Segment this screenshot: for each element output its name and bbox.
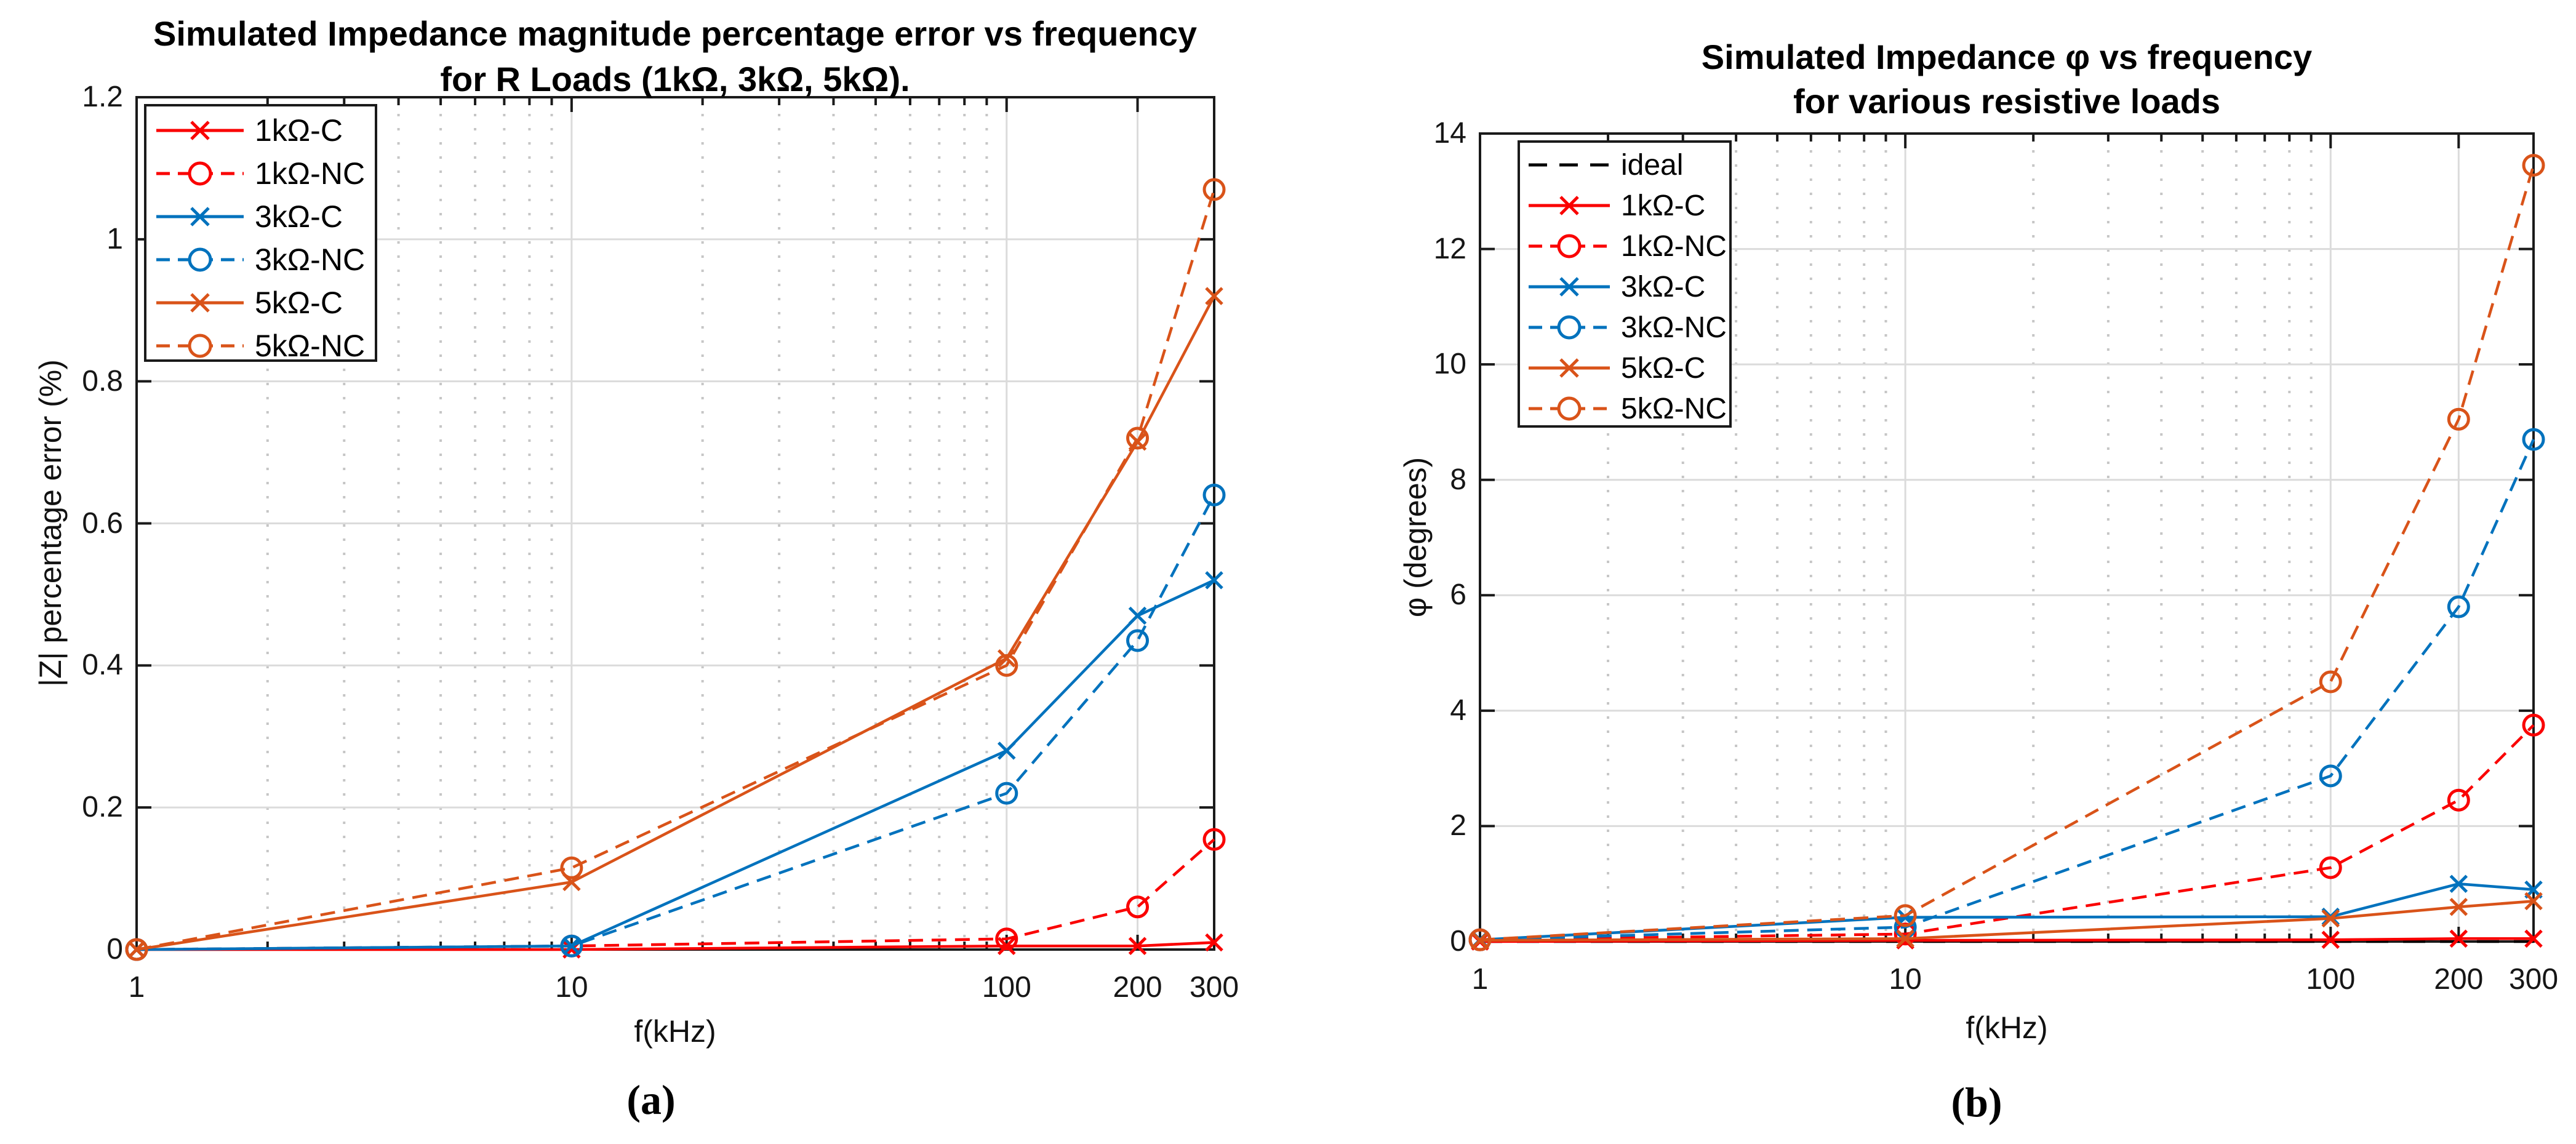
- chart-a-title: Simulated Impedance magnitude percentage…: [153, 11, 1197, 102]
- legend-label: ideal: [1621, 148, 1684, 182]
- legend-item: 1kΩ-NC: [146, 152, 375, 195]
- chart-b-y-tick-label: 10: [1433, 348, 1466, 381]
- chart-b-y-tick-label: 6: [1450, 578, 1466, 612]
- chart-a-x-tick-label: 200: [1113, 971, 1162, 1004]
- legend-item: 5kΩ-NC: [1520, 388, 1729, 429]
- chart-b-y-tick-label: 14: [1433, 117, 1466, 150]
- chart-a-y-tick-label: 0.4: [82, 649, 123, 682]
- chart-a-y-tick-label: 0.6: [82, 506, 123, 540]
- chart-a-xlabel: f(kHz): [634, 1014, 716, 1049]
- solid-line-x-marker-icon: [1529, 358, 1610, 378]
- dashed-line-circle-marker-icon: [156, 247, 244, 272]
- legend-label: 1kΩ-NC: [255, 156, 366, 191]
- legend-item: 5kΩ-C: [146, 281, 375, 324]
- chart-b-caption: (b): [1951, 1079, 2002, 1126]
- chart-b-x-tick-label: 10: [1889, 963, 1922, 996]
- chart-b-x-tick-label: 300: [2508, 963, 2559, 996]
- chart-b-x-tick-label: 1: [1471, 963, 1489, 996]
- chart-b-xlabel: f(kHz): [1966, 1010, 2048, 1045]
- legend-item: 5kΩ-C: [1520, 348, 1729, 388]
- chart-a-y-tick-label: 1: [106, 222, 123, 255]
- legend-item: 1kΩ-C: [146, 109, 375, 152]
- chart-a-x-tick-label: 1: [128, 971, 145, 1004]
- chart-a-y-tick-label: 0.8: [82, 364, 123, 398]
- legend-label: 5kΩ-C: [1621, 351, 1706, 385]
- legend-label: 5kΩ-NC: [255, 329, 366, 363]
- solid-line-x-marker-icon: [156, 207, 244, 226]
- legend-item: 3kΩ-C: [1520, 266, 1729, 307]
- legend-item: 3kΩ-NC: [1520, 307, 1729, 348]
- chart-b-y-tick-label: 8: [1450, 463, 1466, 496]
- chart-b-x-tick-label: 200: [2434, 963, 2484, 996]
- chart-a-legend: 1kΩ-C 1kΩ-NC 3kΩ-C 3kΩ-NC 5kΩ-C 5kΩ-NC: [144, 104, 377, 363]
- legend-label: 3kΩ-C: [255, 199, 343, 234]
- legend-label: 5kΩ-NC: [1621, 392, 1727, 425]
- legend-item: 5kΩ-NC: [146, 324, 375, 367]
- chart-a-title-line2: for R Loads (1kΩ, 3kΩ, 5kΩ).: [440, 60, 910, 98]
- legend-label: 3kΩ-NC: [255, 242, 366, 277]
- chart-b-y-tick-label: 4: [1450, 694, 1466, 727]
- dashed-line-circle-marker-icon: [156, 334, 244, 358]
- legend-item: 3kΩ-NC: [146, 238, 375, 281]
- legend-item: 1kΩ-NC: [1520, 226, 1729, 266]
- legend-label: 5kΩ-C: [255, 286, 343, 320]
- dashed-line-icon: [1529, 163, 1610, 167]
- dashed-line-circle-marker-icon: [156, 161, 244, 186]
- legend-item: ideal: [1520, 145, 1729, 185]
- chart-a-caption: (a): [626, 1076, 676, 1123]
- chart-b-y-tick-label: 2: [1450, 809, 1466, 842]
- chart-b-y-tick-label: 12: [1433, 232, 1466, 265]
- chart-a-y-tick-label: 0.2: [82, 791, 123, 824]
- chart-b-legend: ideal 1kΩ-C 1kΩ-NC 3kΩ-C 3kΩ-NC 5kΩ-C 5kΩ-NC: [1518, 140, 1732, 428]
- dashed-line-circle-marker-icon: [1529, 234, 1610, 258]
- dashed-line-circle-marker-icon: [1529, 315, 1610, 340]
- chart-b-y-tick-label: 0: [1450, 925, 1466, 958]
- legend-label: 3kΩ-NC: [1621, 311, 1727, 344]
- chart-a-y-tick-label: 0: [106, 933, 123, 966]
- chart-a-x-tick-label: 100: [982, 971, 1031, 1004]
- chart-a-x-tick-label: 300: [1189, 971, 1239, 1004]
- chart-b-x-tick-label: 100: [2306, 963, 2356, 996]
- chart-b-title-line2: for various resistive loads: [1793, 82, 2221, 121]
- legend-item: 1kΩ-C: [1520, 185, 1729, 226]
- legend-item: 3kΩ-C: [146, 195, 375, 238]
- chart-b-title: Simulated Impedance φ vs frequency for v…: [1702, 35, 2312, 124]
- solid-line-x-marker-icon: [1529, 196, 1610, 215]
- solid-line-x-marker-icon: [156, 121, 244, 140]
- legend-label: 3kΩ-C: [1621, 270, 1706, 303]
- legend-label: 1kΩ-C: [255, 113, 343, 148]
- chart-a-y-tick-label: 1.2: [82, 81, 123, 113]
- chart-a-x-tick-label: 10: [555, 971, 588, 1004]
- chart-b-title-line1: Simulated Impedance φ vs frequency: [1701, 38, 2313, 76]
- legend-label: 1kΩ-NC: [1621, 230, 1727, 263]
- dashed-line-circle-marker-icon: [1529, 396, 1610, 421]
- legend-label: 1kΩ-C: [1621, 189, 1706, 222]
- chart-a-title-line1: Simulated Impedance magnitude percentage…: [153, 14, 1198, 53]
- solid-line-x-marker-icon: [1529, 277, 1610, 297]
- solid-line-x-marker-icon: [156, 293, 244, 313]
